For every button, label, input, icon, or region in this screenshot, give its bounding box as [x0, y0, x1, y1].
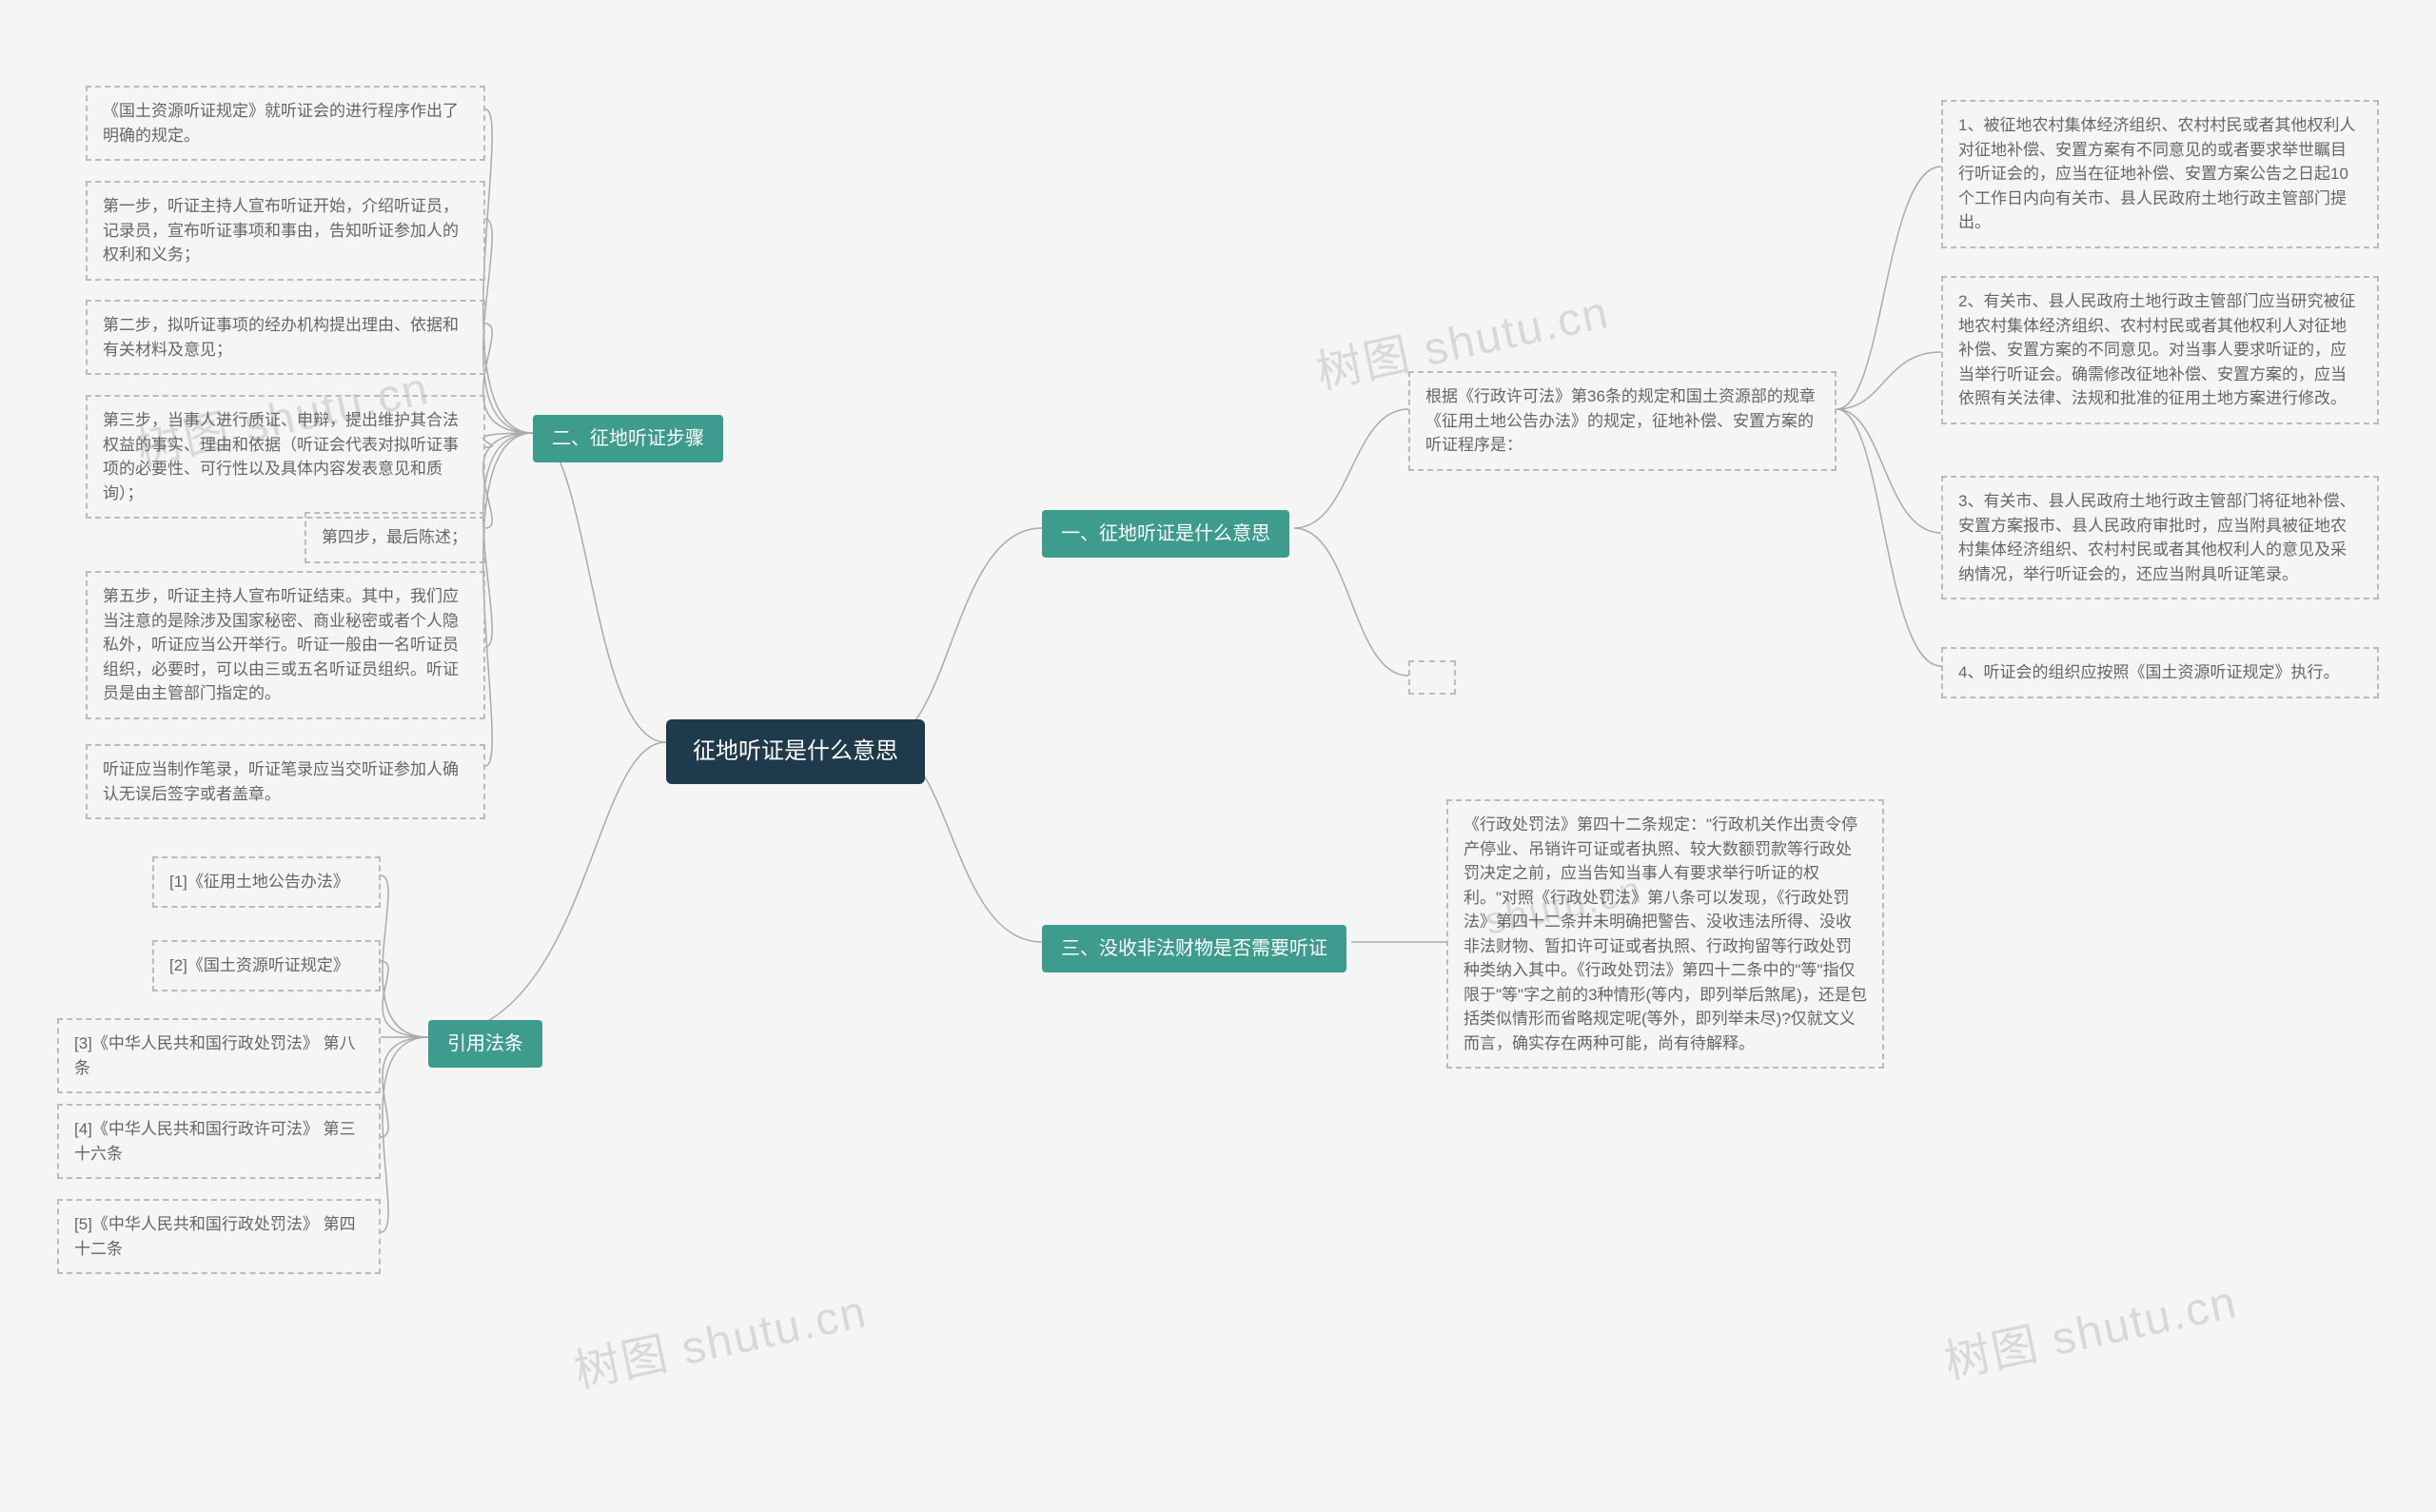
leaf-s1-item2: 2、有关市、县人民政府土地行政主管部门应当研究被征地农村集体经济组织、农村村民或…	[1941, 276, 2379, 424]
branch-steps: 二、征地听证步骤	[533, 415, 723, 462]
leaf-s4-ref4: [4]《中华人民共和国行政许可法》 第三十六条	[57, 1104, 381, 1179]
leaf-s4-ref1: [1]《征用土地公告办法》	[152, 856, 381, 908]
watermark: 树图 shutu.cn	[567, 1273, 873, 1401]
watermark: 树图 shutu.cn	[1937, 1264, 2243, 1391]
leaf-s1-item1: 1、被征地农村集体经济组织、农村村民或者其他权利人对征地补偿、安置方案有不同意见…	[1941, 100, 2379, 248]
branch-references: 引用法条	[428, 1020, 542, 1068]
branch-confiscation: 三、没收非法财物是否需要听证	[1042, 925, 1346, 972]
leaf-s2-step1: 第一步，听证主持人宣布听证开始，介绍听证员，记录员，宣布听证事项和事由，告知听证…	[86, 181, 485, 281]
leaf-s2-intro: 《国土资源听证规定》就听证会的进行程序作出了明确的规定。	[86, 86, 485, 161]
leaf-s2-step3: 第三步，当事人进行质证、申辩，提出维护其合法权益的事实、理由和依据（听证会代表对…	[86, 395, 485, 519]
leaf-s1-item3: 3、有关市、县人民政府土地行政主管部门将征地补偿、安置方案报市、县人民政府审批时…	[1941, 476, 2379, 599]
leaf-s4-ref2: [2]《国土资源听证规定》	[152, 940, 381, 992]
leaf-empty	[1408, 660, 1456, 695]
leaf-s1-intro: 根据《行政许可法》第36条的规定和国土资源部的规章《征用土地公告办法》的规定，征…	[1408, 371, 1837, 471]
leaf-s2-step2: 第二步，拟听证事项的经办机构提出理由、依据和有关材料及意见；	[86, 300, 485, 375]
leaf-s3-text: 《行政处罚法》第四十二条规定："行政机关作出责令停产停业、吊销许可证或者执照、较…	[1446, 799, 1884, 1069]
leaf-s2-step5: 第五步，听证主持人宣布听证结束。其中，我们应当注意的是除涉及国家秘密、商业秘密或…	[86, 571, 485, 719]
leaf-s2-step4: 第四步，最后陈述；	[304, 512, 485, 563]
branch-meaning: 一、征地听证是什么意思	[1042, 510, 1289, 558]
leaf-s2-note: 听证应当制作笔录，听证笔录应当交听证参加人确认无误后签字或者盖章。	[86, 744, 485, 819]
leaf-s1-item4: 4、听证会的组织应按照《国土资源听证规定》执行。	[1941, 647, 2379, 698]
leaf-s4-ref5: [5]《中华人民共和国行政处罚法》 第四十二条	[57, 1199, 381, 1274]
leaf-s4-ref3: [3]《中华人民共和国行政处罚法》 第八条	[57, 1018, 381, 1093]
root-node: 征地听证是什么意思	[666, 719, 925, 784]
